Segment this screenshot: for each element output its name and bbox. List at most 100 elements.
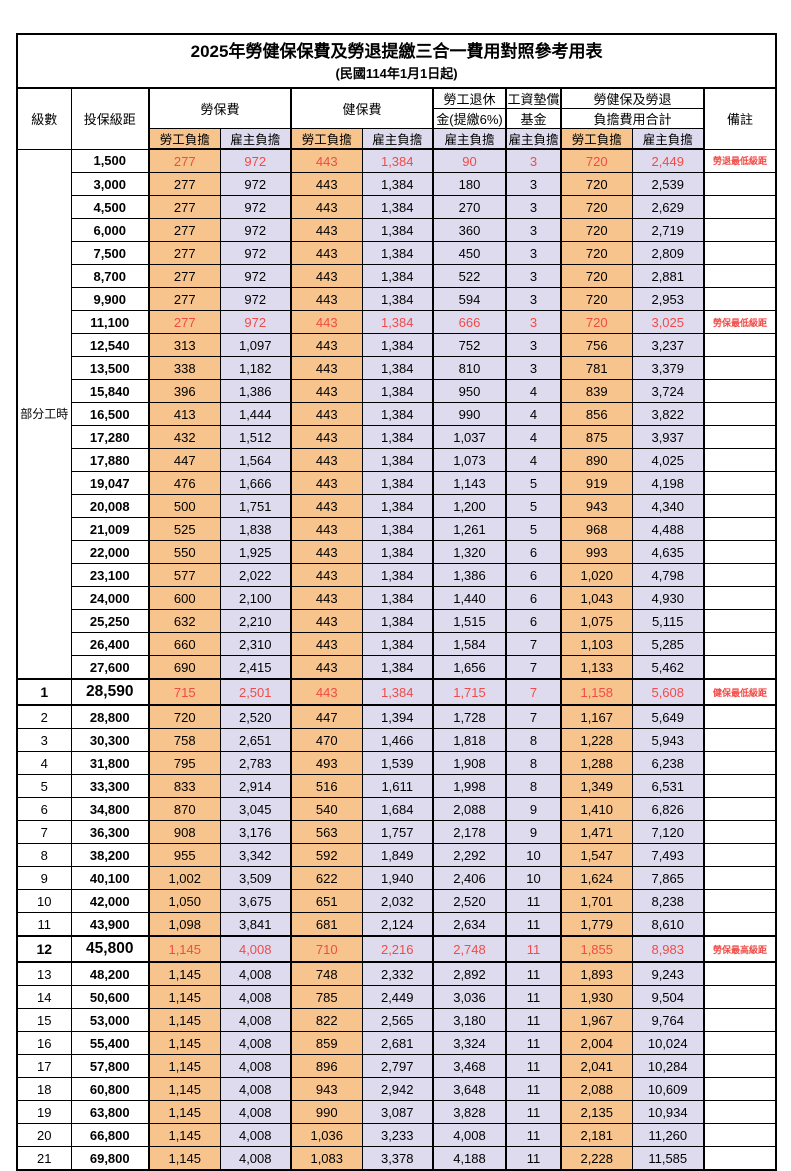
value-cell: 756 xyxy=(560,333,633,357)
value-cell: 950 xyxy=(432,379,507,403)
value-cell: 6,238 xyxy=(631,751,705,775)
value-cell: 3,509 xyxy=(219,866,292,890)
level-cell: 15 xyxy=(16,1008,72,1032)
value-cell: 1,384 xyxy=(361,609,434,633)
value-cell: 720 xyxy=(560,172,633,196)
value-cell: 443 xyxy=(290,356,363,380)
remark-cell xyxy=(702,728,777,752)
value-cell: 3,233 xyxy=(361,1123,434,1147)
level-cell: 4 xyxy=(16,751,72,775)
value-cell: 2,520 xyxy=(219,704,292,729)
value-cell: 1,466 xyxy=(361,728,434,752)
value-cell: 10,024 xyxy=(631,1031,705,1055)
value-cell: 1,261 xyxy=(432,517,507,541)
level-cell: 9 xyxy=(16,866,72,890)
level-cell: 5 xyxy=(16,774,72,798)
value-cell: 1,779 xyxy=(560,912,633,937)
remark-cell xyxy=(702,356,777,380)
remark-cell: 勞保最高級距 xyxy=(702,935,777,963)
value-cell: 3,045 xyxy=(219,797,292,821)
value-cell: 1,855 xyxy=(560,935,633,963)
table-row: 21 69,800 1,145 4,008 1,083 3,378 4,188 11 2,228… xyxy=(16,1146,777,1171)
value-cell: 972 xyxy=(219,264,292,288)
subheader-health-employer: 雇主負擔 xyxy=(361,128,434,150)
subheader-wage-fund-employer: 雇主負擔 xyxy=(505,128,562,150)
bracket-cell: 60,800 xyxy=(70,1077,150,1101)
value-cell: 5,115 xyxy=(631,609,705,633)
value-cell: 1,384 xyxy=(361,517,434,541)
value-cell: 577 xyxy=(148,563,221,587)
value-cell: 8,983 xyxy=(631,935,705,963)
level-cell: 6 xyxy=(16,797,72,821)
value-cell: 1,097 xyxy=(219,333,292,357)
value-cell: 3,828 xyxy=(432,1100,507,1124)
value-cell: 2,228 xyxy=(560,1146,633,1171)
col-header-wage-fund-line2: 基金 xyxy=(505,108,562,129)
value-cell: 2,100 xyxy=(219,586,292,610)
value-cell: 1,145 xyxy=(148,935,221,963)
remark-cell xyxy=(702,609,777,633)
bracket-cell: 69,800 xyxy=(70,1146,150,1171)
value-cell: 10,934 xyxy=(631,1100,705,1124)
value-cell: 4,188 xyxy=(432,1146,507,1171)
remark-cell xyxy=(702,287,777,311)
value-cell: 2,881 xyxy=(631,264,705,288)
value-cell: 1,143 xyxy=(432,471,507,495)
remark-cell xyxy=(702,889,777,913)
remark-cell xyxy=(702,1077,777,1101)
remark-cell: 健保最低級距 xyxy=(702,678,777,706)
remark-cell xyxy=(702,333,777,357)
value-cell: 968 xyxy=(560,517,633,541)
value-cell: 875 xyxy=(560,425,633,449)
value-cell: 943 xyxy=(560,494,633,518)
value-cell: 2,783 xyxy=(219,751,292,775)
table-row: 23,100 577 2,022 443 1,384 1,386 6 1,020 4,798 xyxy=(17,563,777,587)
col-header-pension-line2: 金(提繳6%) xyxy=(432,108,507,129)
value-cell: 1,145 xyxy=(148,985,221,1009)
value-cell: 4,008 xyxy=(219,935,292,963)
value-cell: 8,610 xyxy=(631,912,705,937)
value-cell: 896 xyxy=(290,1054,363,1078)
value-cell: 2,449 xyxy=(631,148,705,173)
value-cell: 1,384 xyxy=(361,632,434,656)
value-cell: 720 xyxy=(560,195,633,219)
value-cell: 622 xyxy=(290,866,363,890)
value-cell: 681 xyxy=(290,912,363,937)
remark-cell xyxy=(702,843,777,867)
value-cell: 2,124 xyxy=(361,912,434,937)
value-cell: 1,133 xyxy=(560,655,633,680)
level-cell: 13 xyxy=(16,961,72,986)
level-cell: 3 xyxy=(16,728,72,752)
value-cell: 90 xyxy=(432,148,507,173)
remark-cell xyxy=(702,517,777,541)
value-cell: 3 xyxy=(505,241,562,265)
value-cell: 3 xyxy=(505,356,562,380)
value-cell: 1,818 xyxy=(432,728,507,752)
value-cell: 1,728 xyxy=(432,704,507,729)
value-cell: 2,501 xyxy=(219,678,292,706)
page: 2025年勞健保保費及勞退提繳三合一費用對照參考用表 (民國114年1月1日起)… xyxy=(16,33,778,1171)
value-cell: 8 xyxy=(505,728,562,752)
table-row: 6 34,800 870 3,045 540 1,684 2,088 9 1,410 6,826 xyxy=(16,797,777,821)
value-cell: 3 xyxy=(505,195,562,219)
value-cell: 1,384 xyxy=(361,310,434,334)
bracket-cell: 17,880 xyxy=(70,448,150,472)
remark-cell xyxy=(702,1100,777,1124)
table-row: 7 36,300 908 3,176 563 1,757 2,178 9 1,471 7,120 xyxy=(16,820,777,844)
value-cell: 443 xyxy=(290,655,363,680)
value-cell: 859 xyxy=(290,1031,363,1055)
value-cell: 11 xyxy=(505,1008,562,1032)
value-cell: 1,145 xyxy=(148,1031,221,1055)
value-cell: 2,449 xyxy=(361,985,434,1009)
value-cell: 396 xyxy=(148,379,221,403)
bracket-cell: 27,600 xyxy=(70,655,150,680)
value-cell: 3,675 xyxy=(219,889,292,913)
col-header-remark: 備註 xyxy=(702,87,777,150)
value-cell: 7 xyxy=(505,655,562,680)
value-cell: 1,564 xyxy=(219,448,292,472)
value-cell: 1,925 xyxy=(219,540,292,564)
value-cell: 413 xyxy=(148,402,221,426)
value-cell: 1,083 xyxy=(290,1146,363,1171)
table-row: 27,600 690 2,415 443 1,384 1,656 7 1,133 5,462 xyxy=(17,655,777,680)
value-cell: 493 xyxy=(290,751,363,775)
